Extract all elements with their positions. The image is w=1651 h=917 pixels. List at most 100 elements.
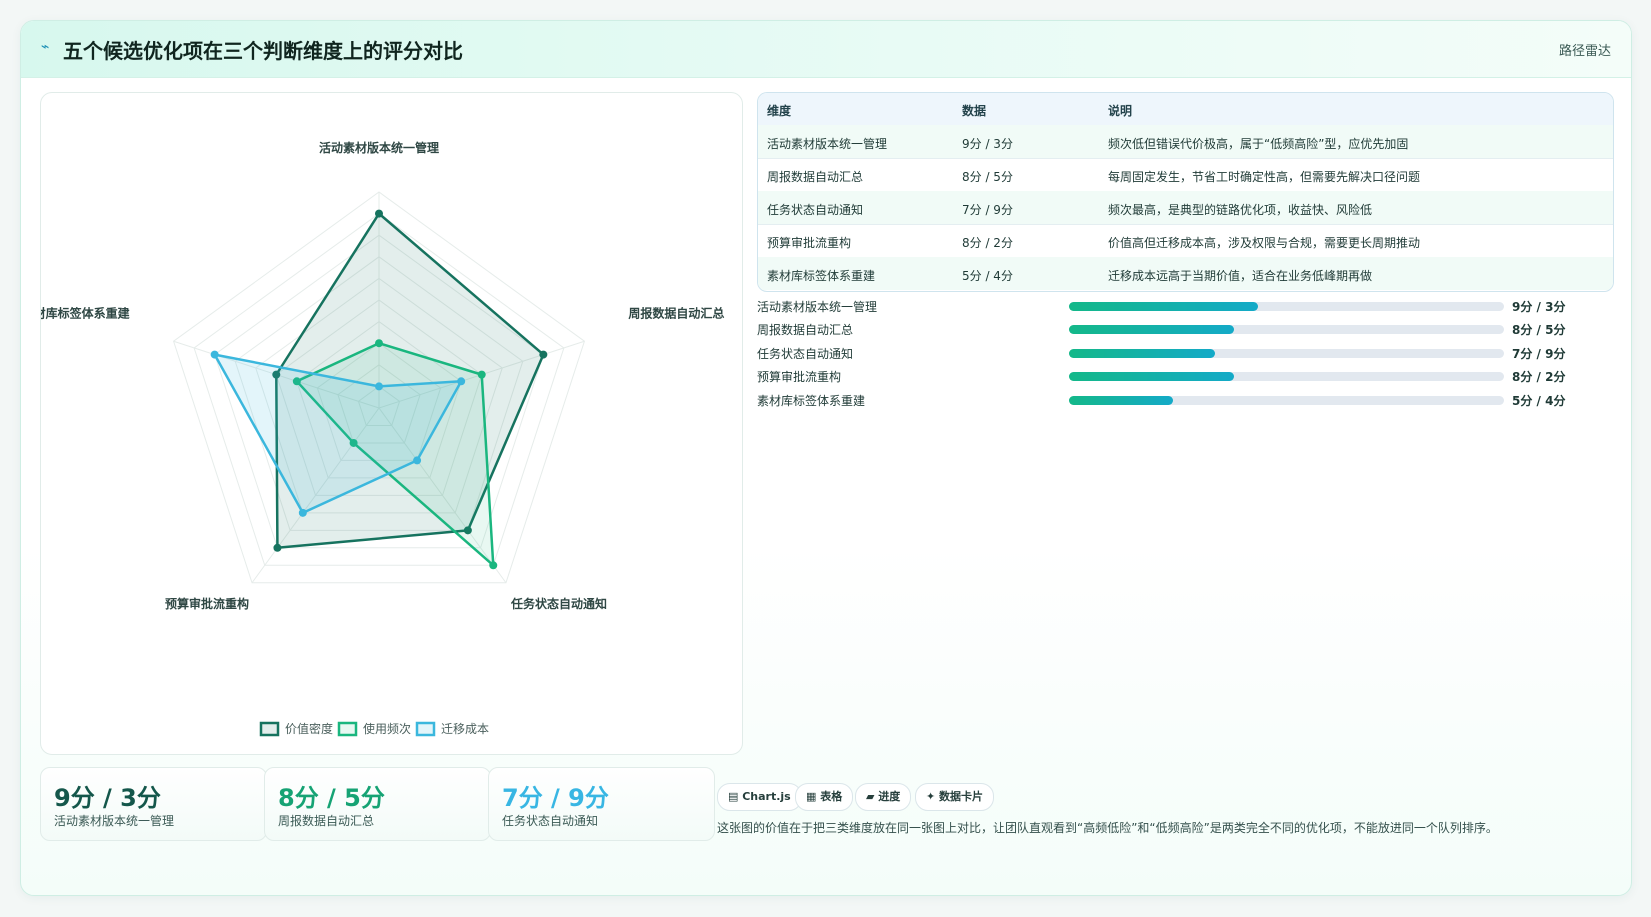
progress-row: 周报数据自动汇总 8分 / 5分 [757, 319, 1612, 339]
stat-label-1: 活动素材版本统一管理 [54, 814, 175, 828]
data-point [349, 438, 358, 447]
cell-desc: 频次低但错误代价极高，属于“低频高险”型，应优先加固 [1108, 137, 1409, 151]
data-point [489, 561, 498, 570]
cell-data: 7分 / 9分 [962, 203, 1013, 217]
cell-desc: 每周固定发生，节省工时确定性高，但需要先解决口径问题 [1108, 170, 1421, 184]
table-row: 预算审批流重构 8分 / 2分 价值高但迁移成本高，涉及权限与合规，需要更长周期… [758, 224, 1613, 258]
grid-ring [214, 234, 544, 549]
data-table: 维度 数据 说明 活动素材版本统一管理 9分 / 3分 频次低但错误代价极高，属… [757, 92, 1614, 292]
grid-ring [193, 212, 565, 566]
dashboard-frame: ⌁ 五个候选优化项在三个判断维度上的评分对比 路径雷达 活动素材版本统一管理 周报… [20, 20, 1632, 896]
stat-label-2: 周报数据自动汇总 [278, 814, 375, 828]
table-header: 维度 数据 说明 [758, 93, 1613, 126]
cell-data: 5分 / 4分 [962, 269, 1013, 283]
tag-progress[interactable]: ▰ 进度 [855, 783, 912, 811]
progress-track [1069, 302, 1504, 311]
series-polygon [295, 341, 495, 567]
legend-label[interactable]: 迁移成本 [441, 722, 489, 736]
page-title: 五个候选优化项在三个判断维度上的评分对比 [63, 39, 463, 63]
stat-card-2: 8分 / 5分 周报数据自动汇总 [264, 767, 491, 841]
progress-label: 预算审批流重构 [757, 370, 842, 384]
cell-data: 9分 / 3分 [962, 137, 1013, 151]
progress-label: 周报数据自动汇总 [757, 323, 854, 337]
legend-swatch[interactable] [259, 721, 280, 737]
progress-row: 任务状态自动通知 7分 / 9分 [757, 343, 1612, 363]
progress-fill [1069, 396, 1174, 405]
progress-label: 活动素材版本统一管理 [757, 300, 878, 314]
progress-track [1069, 325, 1504, 334]
progress-fill [1069, 325, 1235, 334]
stat-value-1: 9分 / 3分 [54, 784, 161, 812]
progress-track [1069, 372, 1504, 381]
legend-label[interactable]: 价值密度 [285, 721, 333, 736]
cell-dimension: 素材库标签体系重建 [767, 269, 876, 283]
summary-note: 这张图的价值在于把三类维度放在同一张图上对比，让团队直观看到“高频低险”和“低频… [717, 821, 1498, 835]
progress-row: 素材库标签体系重建 5分 / 4分 [757, 390, 1612, 410]
stat-value-3: 7分 / 9分 [502, 784, 609, 812]
progress-label: 任务状态自动通知 [757, 347, 854, 361]
data-point [539, 350, 548, 359]
progress-track [1069, 349, 1504, 358]
col-header-data: 数据 [962, 104, 987, 118]
tag-table[interactable]: ▦ 表格 [795, 783, 854, 811]
cell-data: 8分 / 2分 [962, 236, 1013, 250]
progress-fill [1069, 349, 1215, 358]
table-row: 任务状态自动通知 7分 / 9分 频次最高，是典型的链路优化项，收益快、风险低 [758, 191, 1613, 225]
table-row: 周报数据自动汇总 8分 / 5分 每周固定发生，节省工时确定性高，但需要先解决口… [758, 158, 1613, 192]
header-tag: 路径雷达 [1558, 44, 1611, 59]
cell-dimension: 活动素材版本统一管理 [767, 137, 888, 151]
cell-dimension: 任务状态自动通知 [767, 203, 864, 217]
data-point [298, 508, 307, 517]
grid-ring [275, 299, 483, 496]
progress-row: 预算审批流重构 8分 / 2分 [757, 366, 1612, 386]
data-point [457, 377, 466, 386]
route-icon: ⌁ [41, 39, 50, 55]
progress-track [1069, 396, 1504, 405]
data-point [477, 370, 486, 379]
series-polygon [213, 353, 463, 515]
data-point [375, 209, 383, 218]
table-row: 素材库标签体系重建 5分 / 4分 迁移成本远高于当期价值，适合在业务低峰期再做 [758, 257, 1613, 290]
axis-label: 预算审批流重构 [165, 596, 249, 611]
data-point [292, 377, 301, 386]
stat-card-3: 7分 / 9分 任务状态自动通知 [488, 767, 715, 841]
progress-value: 8分 / 5分 [1512, 323, 1566, 337]
grid-ring [172, 191, 586, 584]
table-row: 活动素材版本统一管理 9分 / 3分 频次低但错误代价极高，属于“低频高险”型，… [758, 125, 1613, 159]
grid-ring [316, 342, 442, 461]
data-point [375, 382, 383, 391]
grid-ring [234, 256, 524, 531]
progress-label: 素材库标签体系重建 [757, 394, 866, 408]
grid-ring [337, 364, 421, 444]
cell-desc: 迁移成本远高于当期价值，适合在业务低峰期再做 [1108, 269, 1373, 283]
progress-fill [1069, 372, 1235, 381]
axis-label: 周报数据自动汇总 [628, 305, 724, 320]
col-header-desc: 说明 [1108, 104, 1133, 118]
legend-label[interactable]: 使用频次 [363, 721, 411, 736]
grid-spoke [251, 407, 380, 584]
tag-chartjs[interactable]: ▤ Chart.js [717, 783, 802, 811]
data-point [272, 370, 281, 379]
progress-value: 8分 / 2分 [1512, 370, 1566, 384]
data-point [273, 543, 282, 552]
progress-value: 9分 / 3分 [1512, 300, 1566, 314]
progress-value: 5分 / 4分 [1512, 394, 1566, 408]
stat-card-1: 9分 / 3分 活动素材版本统一管理 [40, 767, 267, 841]
axis-label: 任务状态自动通知 [510, 596, 607, 611]
data-point [463, 526, 472, 535]
grid-spoke [378, 407, 507, 584]
cell-data: 8分 / 5分 [962, 170, 1013, 184]
progress-value: 7分 / 9分 [1512, 347, 1566, 361]
data-point [210, 350, 219, 359]
legend-swatch[interactable] [415, 721, 436, 737]
tag-data-card[interactable]: ✦ 数据卡片 [915, 783, 995, 811]
data-point [413, 456, 422, 465]
data-point [375, 339, 383, 348]
legend-swatch[interactable] [337, 721, 358, 737]
stat-value-2: 8分 / 5分 [278, 784, 385, 812]
progress-fill [1069, 302, 1259, 311]
series-polygon [275, 212, 545, 550]
col-header-dimension: 维度 [767, 104, 792, 118]
